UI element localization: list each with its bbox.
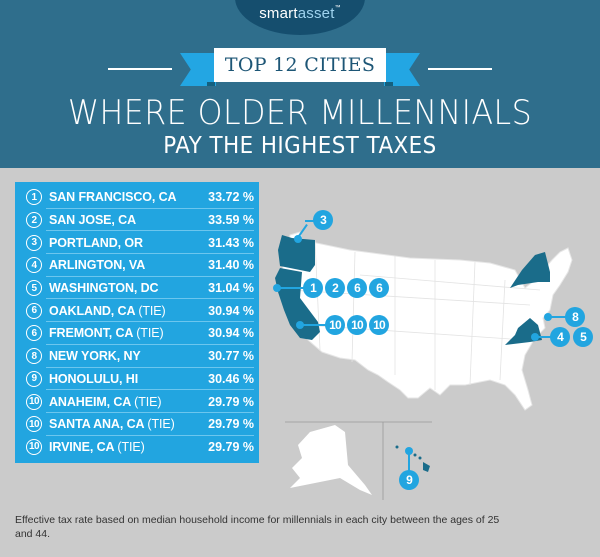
leader-line: [550, 316, 566, 318]
rank-badge: 2: [26, 212, 42, 229]
list-item: 1 SAN FRANCISCO, CA 33.72 %: [26, 186, 254, 209]
marker-honolulu: 9: [399, 470, 419, 490]
smartasset-logo: smartasset™: [0, 5, 600, 22]
marker-oakland: 6: [347, 278, 367, 298]
tax-rate: 29.79 %: [208, 394, 254, 409]
city-name: ANAHEIM, CA (TIE): [49, 394, 162, 409]
dc-area-pin: [531, 333, 539, 341]
tax-rate: 30.94 %: [208, 303, 254, 318]
rank-badge: 4: [26, 257, 42, 274]
rank-badge: 3: [26, 234, 42, 251]
tax-rate: 29.79 %: [208, 417, 254, 432]
marker-fremont: 6: [369, 278, 389, 298]
page-subtitle: PAY THE HIGHEST TAXES: [163, 133, 437, 159]
list-item: 10 SANTA ANA, CA (TIE) 29.79 %: [26, 413, 254, 436]
tax-rate: 31.40 %: [208, 258, 254, 273]
leader-line: [280, 287, 304, 289]
us-map-outline: [275, 231, 573, 500]
rank-badge: 10: [26, 416, 42, 433]
rank-badge: 9: [26, 370, 42, 387]
city-name: IRVINE, CA (TIE): [49, 439, 145, 454]
city-name: SAN JOSE, CA: [49, 213, 137, 228]
honolulu-pin: [405, 447, 413, 455]
bay-area-pin: [273, 284, 281, 292]
oregon-highlight: [278, 235, 315, 272]
list-item: 9 HONOLULU, HI 30.46 %: [26, 368, 254, 391]
header-banner: smartasset™ TOP 12 CITIES WHERE OLDER MI…: [0, 0, 600, 168]
leader-line: [302, 324, 326, 326]
marker-anaheim: 10: [325, 315, 345, 335]
tax-rate: 33.59 %: [208, 213, 254, 228]
city-name: FREMONT, CA (TIE): [49, 326, 164, 341]
rank-badge: 1: [26, 189, 42, 206]
marker-santa-ana: 10: [347, 315, 367, 335]
leader-line: [537, 336, 551, 338]
leader-line: [408, 453, 410, 471]
list-item: 5 WASHINGTON, DC 31.04 %: [26, 277, 254, 300]
rank-badge: 10: [26, 438, 42, 455]
ribbon-label: TOP 12 CITIES: [224, 54, 376, 76]
tax-rate: 33.72 %: [208, 190, 254, 205]
city-name: HONOLULU, HI: [49, 371, 139, 386]
city-name: WASHINGTON, DC: [49, 281, 159, 296]
tax-rate: 31.04 %: [208, 281, 254, 296]
city-name: OAKLAND, CA (TIE): [49, 303, 166, 318]
leader-line: [305, 220, 315, 222]
list-item: 8 NEW YORK, NY 30.77 %: [26, 345, 254, 368]
page-title: WHERE OLDER MILLENNIALS: [67, 93, 533, 133]
marker-portland: 3: [313, 210, 333, 230]
city-name: SAN FRANCISCO, CA: [49, 190, 177, 205]
rank-badge: 5: [26, 280, 42, 297]
marker-arlington: 4: [550, 327, 570, 347]
city-name: SANTA ANA, CA (TIE): [49, 417, 175, 432]
marker-san-jose: 2: [325, 278, 345, 298]
list-item: 4 ARLINGTON, VA 31.40 %: [26, 254, 254, 277]
rank-badge: 6: [26, 325, 42, 342]
tax-rate: 29.79 %: [208, 439, 254, 454]
ribbon-fold-left: [207, 82, 215, 86]
new-york-pin: [544, 313, 552, 321]
trademark: ™: [334, 5, 341, 11]
alaska-shape: [290, 425, 372, 495]
city-name: NEW YORK, NY: [49, 349, 141, 364]
new-york-highlight: [510, 252, 550, 288]
city-name: ARLINGTON, VA: [49, 258, 146, 273]
tax-rate: 30.46 %: [208, 371, 254, 386]
rank-badge: 10: [26, 393, 42, 410]
rank-badge: 6: [26, 302, 42, 319]
city-name: PORTLAND, OR: [49, 235, 143, 250]
california-highlight: [275, 268, 320, 340]
list-item: 10 ANAHEIM, CA (TIE) 29.79 %: [26, 390, 254, 413]
marker-san-francisco: 1: [303, 278, 323, 298]
list-item: 3 PORTLAND, OR 31.43 %: [26, 231, 254, 254]
divider-left: [108, 68, 172, 70]
list-item: 6 OAKLAND, CA (TIE) 30.94 %: [26, 299, 254, 322]
list-item: 2 SAN JOSE, CA 33.59 %: [26, 209, 254, 232]
list-item: 10 IRVINE, CA (TIE) 29.79 %: [26, 436, 254, 459]
portland-pin: [294, 235, 302, 243]
tax-rate: 30.77 %: [208, 349, 254, 364]
list-item: 6 FREMONT, CA (TIE) 30.94 %: [26, 322, 254, 345]
ribbon-fold-right: [385, 82, 393, 86]
divider-right: [428, 68, 492, 70]
us-map: 3 1 2 6 6 10 10 10 8 4 5 9: [260, 200, 600, 500]
hawaii-highlight: [395, 445, 430, 472]
footnote: Effective tax rate based on median house…: [15, 514, 500, 540]
tax-rate: 31.43 %: [208, 235, 254, 250]
marker-washington: 5: [573, 327, 593, 347]
logo-text-smart: smart: [259, 5, 298, 22]
socal-pin: [296, 321, 304, 329]
marker-irvine: 10: [369, 315, 389, 335]
logo-text-asset: asset: [297, 5, 335, 22]
rankings-list: 1 SAN FRANCISCO, CA 33.72 % 2 SAN JOSE, CA…: [15, 182, 259, 463]
marker-new-york: 8: [565, 307, 585, 327]
rank-badge: 8: [26, 348, 42, 365]
tax-rate: 30.94 %: [208, 326, 254, 341]
top-cities-ribbon: TOP 12 CITIES: [214, 48, 386, 82]
